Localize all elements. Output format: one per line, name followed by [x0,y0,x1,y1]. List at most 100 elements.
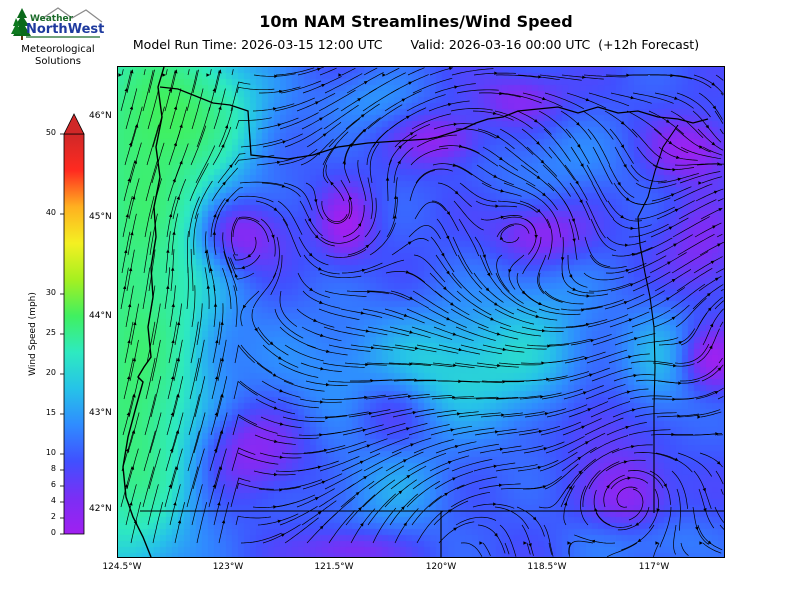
streamline-arrow [162,73,166,77]
streamline [414,201,447,220]
streamline-arrow [714,277,719,282]
streamline-arrow [271,234,275,239]
streamline-arrow [458,347,463,352]
colorbar-tick-label: 50 [45,128,56,137]
streamline [508,254,525,290]
streamline [548,338,591,346]
streamline [701,364,724,382]
forecast-times: Model Run Time: 2026-03-15 12:00 UTC Vali… [0,37,800,52]
streamline [282,218,302,258]
streamline [232,414,258,436]
streamline-arrow [127,303,132,308]
streamline-arrow [254,327,258,332]
streamline-arrow [133,321,137,326]
streamline [191,285,196,328]
streamline [143,231,152,274]
streamline-arrow [542,192,546,197]
streamline-arrow [587,408,592,412]
streamline-arrow [220,357,224,362]
streamline-arrow [409,296,414,300]
streamline-arrow [453,122,458,127]
streamline [281,450,324,455]
streamline-arrow [322,133,327,137]
streamline [411,113,452,130]
model-run-time: Model Run Time: 2026-03-15 12:00 UTC [132,37,383,52]
streamline-arrow [308,252,313,257]
streamline [369,142,380,184]
streamline-arrow [365,362,369,367]
streamline [497,395,540,400]
streamline [500,224,520,243]
logo-word-weather: Weather [30,14,74,24]
streamline-arrow [320,366,325,371]
streamline [450,108,493,112]
streamline-arrow [535,314,540,319]
streamline-arrow [446,235,450,240]
streamline [372,507,397,544]
streamline-arrow [406,474,411,479]
streamline-arrow [710,260,715,265]
streamline [142,70,154,112]
streamline [223,251,238,292]
streamline-arrow [713,190,718,194]
streamline [416,510,444,544]
streamline [675,128,711,153]
streamline-arrow [718,208,723,212]
streamline [653,542,660,557]
streamline [674,343,710,364]
streamline [238,218,269,242]
streamline-arrow [717,367,722,371]
streamline [537,254,547,294]
streamline-arrow [269,341,274,346]
streamline-arrow [170,411,174,416]
streamline [460,344,503,355]
longitude-label: 124.5°W [102,562,142,572]
streamline-arrow [494,533,498,537]
streamline [458,218,480,257]
streamline [412,290,449,314]
streamline [276,434,319,439]
streamline-arrow [128,267,133,272]
streamline-arrow [508,269,512,274]
streamline-arrow [637,538,642,543]
streamline [299,200,323,237]
longitude-label: 117°W [638,562,670,572]
streamline-arrow [320,333,325,337]
streamline-arrow [214,375,219,380]
streamline [319,272,362,279]
streamline-arrow [361,268,366,273]
streamline-arrow [279,488,283,492]
streamline-arrow [393,214,397,219]
streamline-arrow [536,141,540,145]
streamline [282,416,325,422]
streamline-arrow [403,313,408,317]
streamline-arrow [338,73,342,77]
streamline [151,339,161,382]
streamline-arrow [446,270,450,275]
streamline-arrow [675,155,680,159]
streamline [231,69,234,76]
streamline [453,397,497,400]
streamline [325,249,367,258]
streamline [296,308,335,328]
streamline [456,89,499,94]
streamline [362,479,396,508]
streamline [239,181,282,186]
streamline [192,69,199,94]
streamline [719,128,724,135]
longitude-label: 121.5°W [314,562,354,572]
latitude-label: 45°N [89,212,112,222]
streamline-arrow [410,443,415,447]
streamline-arrow [129,105,134,110]
streamline-arrow [274,74,278,79]
oregon-southern-border [140,510,724,557]
streamline [146,321,156,364]
streamline [261,182,301,197]
streamline [234,344,255,364]
streamline-arrow [360,114,365,118]
streamline-arrow [173,501,177,506]
streamline [300,138,334,166]
streamline [673,524,677,555]
streamline [328,344,371,352]
